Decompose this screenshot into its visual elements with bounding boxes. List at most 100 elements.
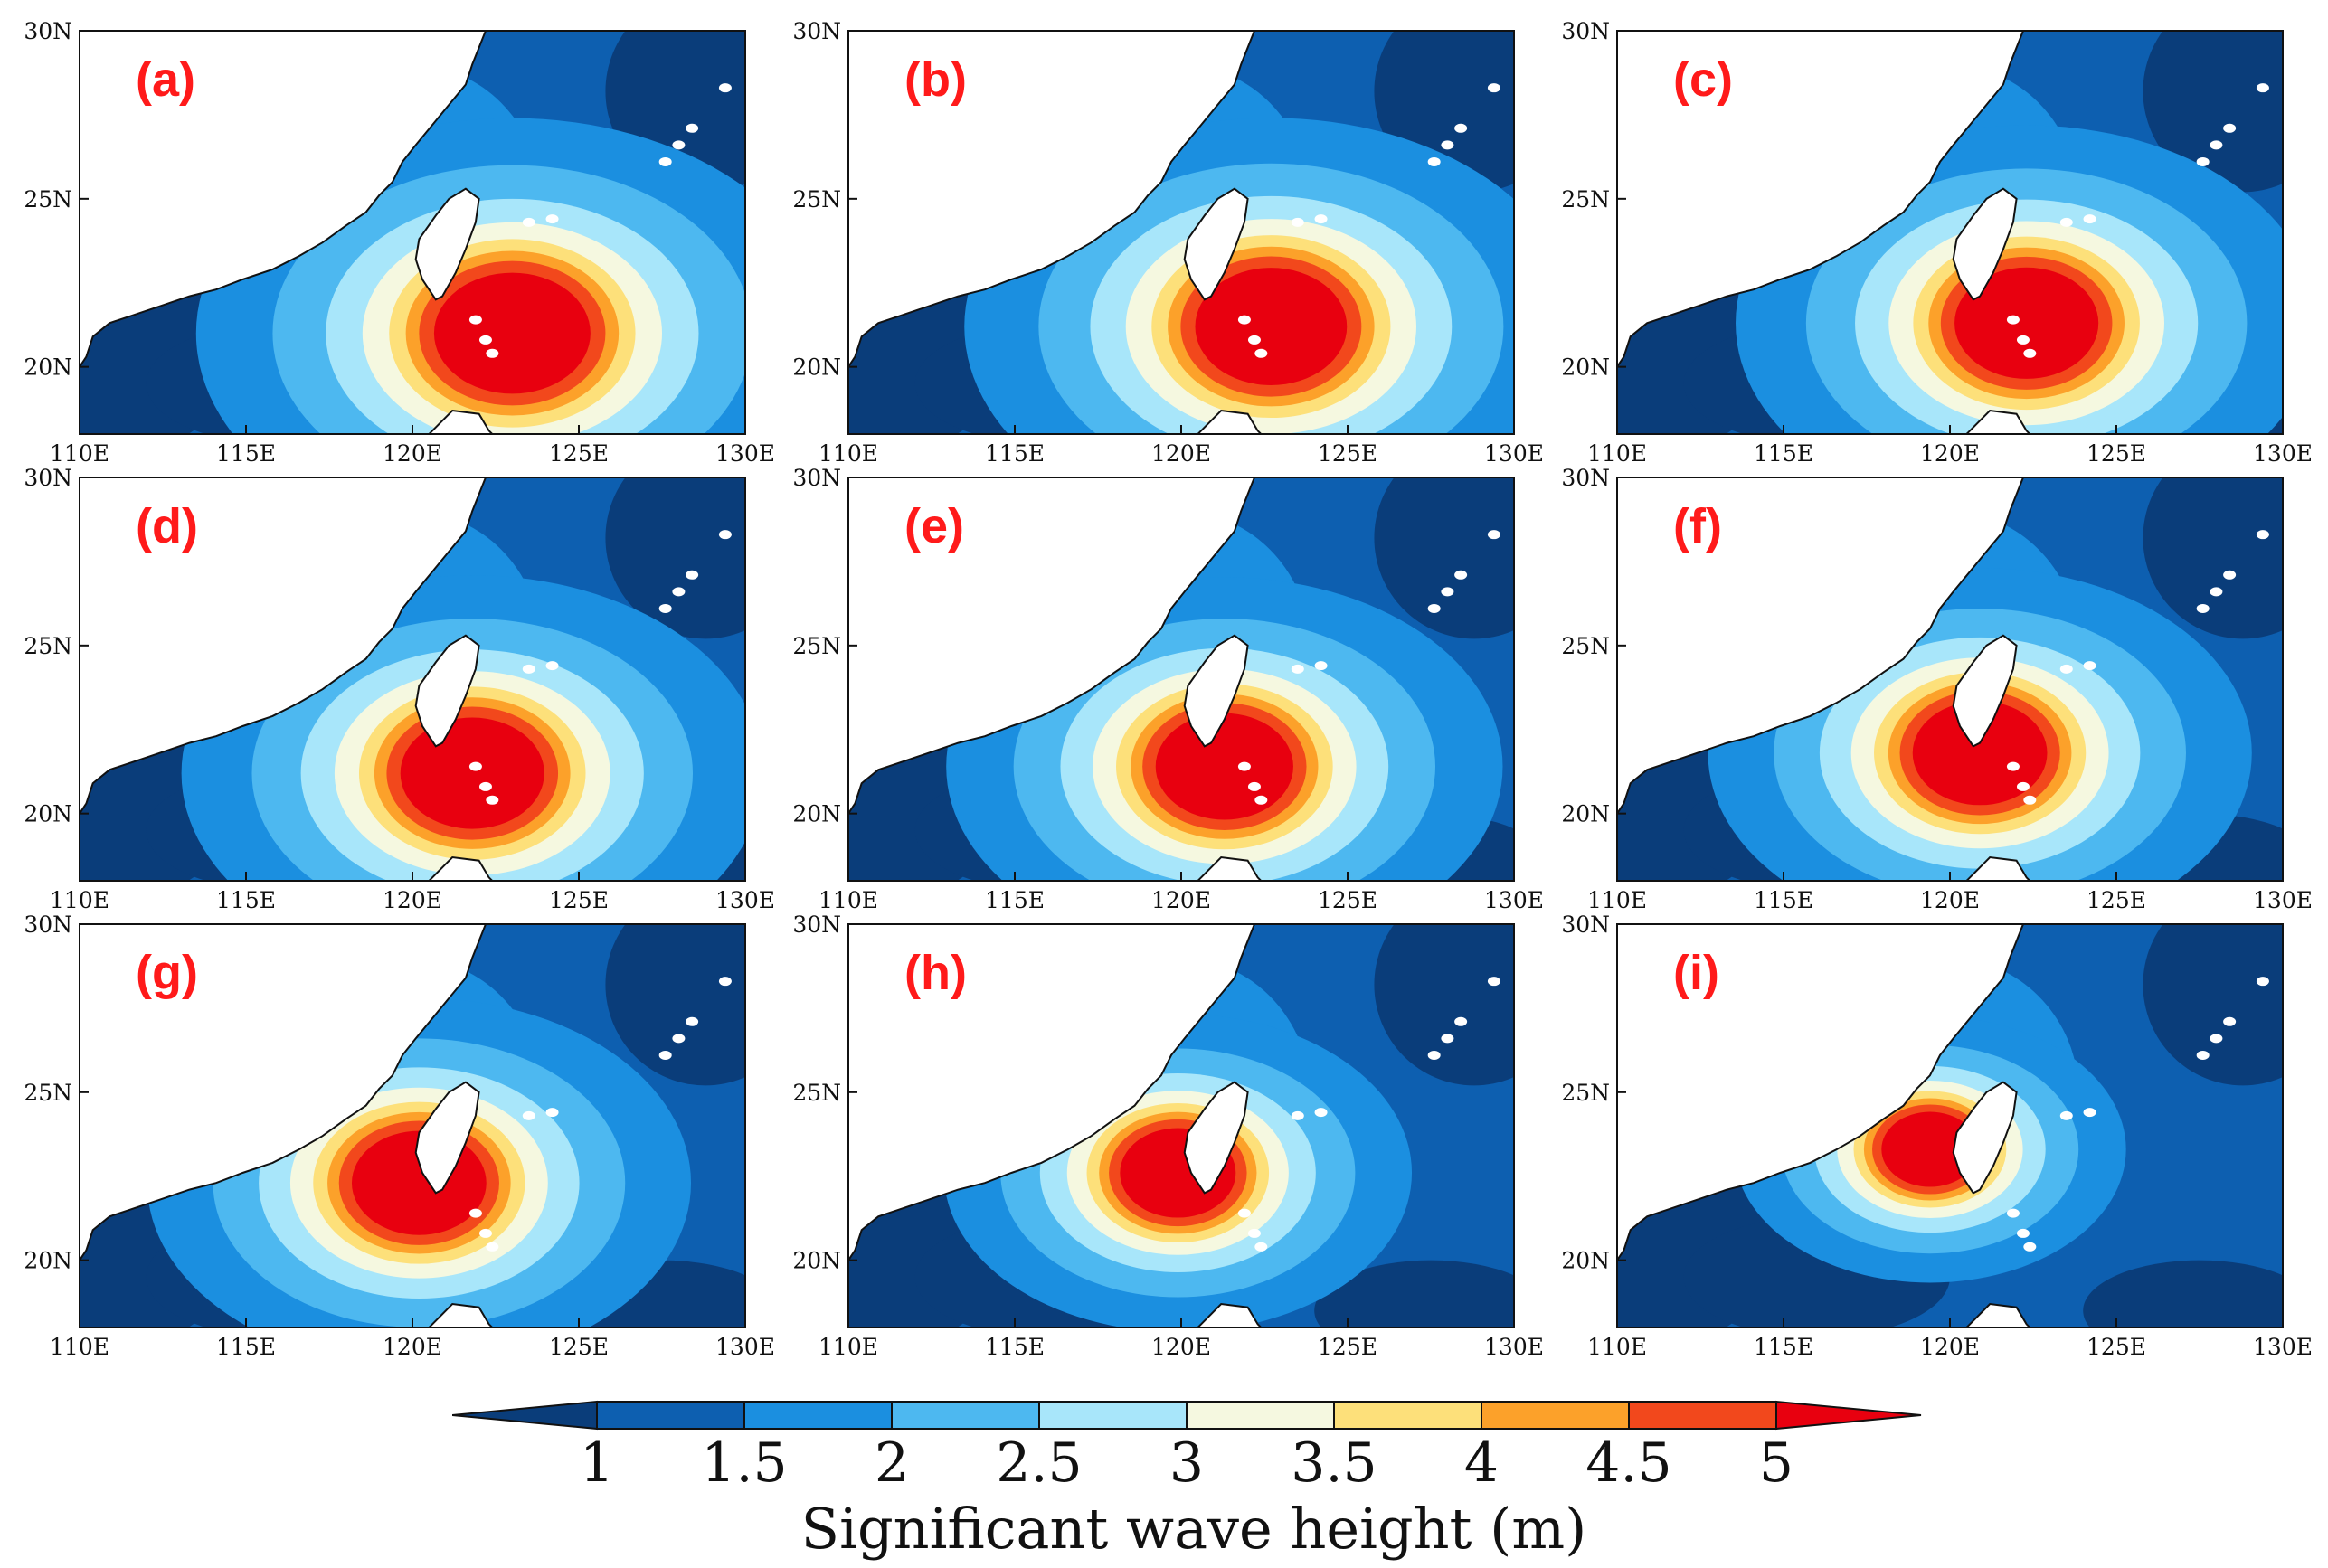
wave-height-field [848,31,1514,434]
island [486,348,499,358]
map-panel-d: (d) 110E 115E 120E 125E 130E 20N 25N 30N [24,465,775,913]
island [2210,587,2223,597]
mainland-china-land [1617,477,2025,816]
luzon-land [1964,1302,2031,1327]
lon-tick-label: 130E [715,1334,775,1360]
colorbar-segment [1333,1401,1482,1430]
lon-tick-label: 115E [985,1334,1045,1360]
lat-tick-label: 20N [1561,801,1610,827]
taiwan-land [1952,634,2018,748]
wave-height-field [1617,924,2283,1327]
lon-tick-label: 110E [819,1334,878,1360]
lat-tick-label: 20N [1561,354,1610,381]
colorbar-tick-label: 2 [875,1431,909,1495]
wave-contour-level-9 [1881,1111,1979,1187]
wave-height-field [1617,31,2283,434]
island [1454,123,1468,133]
lat-tick-label: 20N [792,1248,841,1274]
lon-tick-label: 125E [549,887,609,913]
mainland-china-land [80,924,487,1262]
taiwan-land [414,1081,480,1195]
island [478,335,492,345]
island [545,1108,559,1118]
island [672,1034,686,1044]
island [2006,1208,2020,1218]
wave-height-field [1617,477,2283,881]
panel-label: (g) [136,946,198,1000]
luzon-land [1196,855,1263,881]
lon-tick-label: 130E [1484,1334,1544,1360]
lat-tick-label: 30N [792,912,841,938]
lat-tick-label: 30N [1561,465,1610,491]
island [1454,570,1468,580]
colorbar-tick-label: 1.5 [701,1431,787,1495]
taiwan-land [1183,1081,1249,1195]
map-panel-c: (c) 110E 115E 120E 125E 130E 20N 25N 30N [1561,18,2313,467]
map-panel-g: (g) 110E 115E 120E 125E 130E 20N 25N 30N [24,912,775,1360]
lon-tick-label: 130E [2253,1334,2313,1360]
map-panel-h: (h) 110E 115E 120E 125E 130E 20N 25N 30N [792,912,1544,1360]
luzon-land [427,1302,494,1327]
island [478,781,492,791]
colorbar-title: Significant wave height (m) [801,1496,1587,1562]
island [718,530,732,540]
island [468,315,482,325]
mainland-china-land [848,31,1256,369]
panel-label: (c) [1673,52,1733,107]
lon-tick-label: 110E [1587,1334,1647,1360]
lon-tick-label: 120E [383,1334,442,1360]
island [522,217,535,227]
colorbar-segment [1481,1401,1630,1430]
island [468,1208,482,1218]
island [2059,217,2073,227]
island [2196,156,2210,166]
taiwan-land [1952,1081,2018,1195]
lon-tick-label: 130E [1484,887,1544,913]
colorbar-tick-label: 5 [1759,1431,1793,1495]
island [1427,1050,1441,1060]
lat-tick-label: 25N [1561,1080,1610,1106]
lon-tick-label: 125E [2087,440,2146,467]
lon-tick-label: 115E [985,440,1045,467]
lon-tick-label: 130E [2253,887,2313,913]
island [1441,140,1454,150]
island [686,1016,699,1026]
island [522,664,535,674]
lon-tick-label: 110E [50,440,109,467]
map-panel-svg: (i) 110E 115E 120E 125E 130E 20N 25N 30N [1561,912,2313,1360]
colorbar-max-arrow [1775,1400,1922,1431]
luzon-land [427,855,494,881]
island [486,1242,499,1252]
wave-contour-level-9 [433,272,591,394]
map-panel-i: (i) 110E 115E 120E 125E 130E 20N 25N 30N [1561,912,2313,1360]
lon-tick-label: 120E [1151,887,1211,913]
panel-label: (f) [1673,499,1722,553]
lon-tick-label: 115E [216,887,276,913]
colorbar-segment [1628,1401,1777,1430]
lon-tick-label: 120E [1920,1334,1980,1360]
island [718,83,732,93]
island [1291,664,1304,674]
mainland-china-land [80,477,487,816]
lon-tick-label: 120E [1920,440,1980,467]
colorbar-tick-label: 4.5 [1585,1431,1671,1495]
island [1237,315,1251,325]
lon-tick-label: 130E [715,887,775,913]
island [2196,603,2210,613]
island [658,603,672,613]
lat-tick-label: 20N [792,354,841,381]
wave-height-field [848,477,1514,881]
luzon-land [1964,855,2031,881]
wave-height-field [80,924,745,1327]
island [2223,123,2237,133]
lat-tick-label: 25N [792,633,841,659]
lat-tick-label: 25N [1561,633,1610,659]
lat-tick-label: 25N [1561,186,1610,213]
island [2023,348,2037,358]
low-wave-region [605,477,745,639]
lon-tick-label: 115E [1754,1334,1813,1360]
lat-tick-label: 20N [1561,1248,1610,1274]
island [2210,1034,2223,1044]
low-wave-region [1374,477,1514,639]
colorbar-min-arrow [451,1400,598,1431]
